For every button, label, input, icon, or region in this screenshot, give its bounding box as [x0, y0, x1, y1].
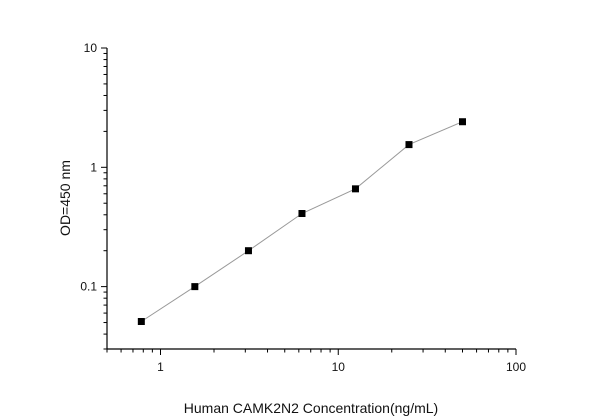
ticks: 1 10 100 0.1 1 10	[80, 41, 526, 374]
x-axis-label: Human CAMK2N2 Concentration(ng/mL)	[184, 400, 438, 416]
series-line	[141, 121, 463, 322]
y-tick-label: 10	[84, 41, 98, 55]
x-tick-label: 1	[157, 360, 164, 374]
data-point	[405, 141, 413, 149]
data-point	[191, 283, 199, 291]
x-tick-label: 10	[332, 360, 346, 374]
y-tick-label: 1	[90, 160, 97, 174]
data-point	[458, 118, 466, 126]
axes	[106, 48, 516, 350]
y-tick-label: 0.1	[80, 280, 97, 294]
data-point	[244, 247, 252, 255]
data-point	[351, 185, 359, 193]
x-tick-label: 100	[506, 360, 526, 374]
plot-area	[137, 118, 466, 326]
data-point	[137, 318, 145, 326]
data-point	[298, 210, 306, 218]
y-axis-label: OD=450 nm	[57, 160, 73, 236]
